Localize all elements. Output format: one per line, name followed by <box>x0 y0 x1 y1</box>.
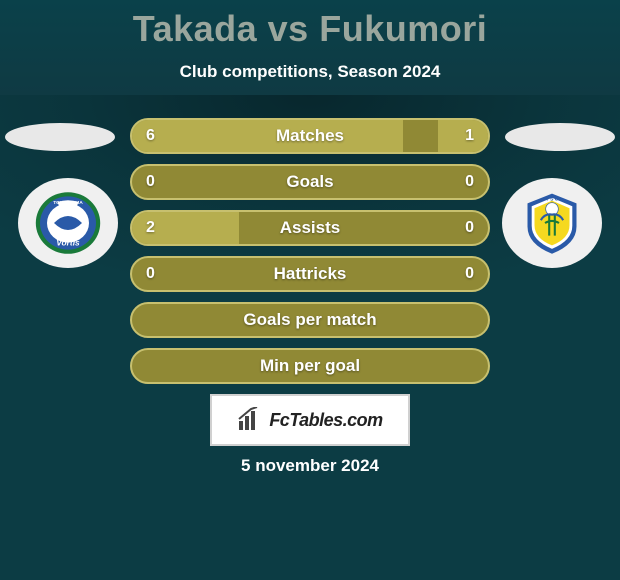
stat-label: Matches <box>132 120 488 152</box>
chart-icon <box>237 407 263 433</box>
fctables-logo: FcTables.com <box>210 394 410 446</box>
ellipse-shadow-right <box>505 123 615 151</box>
stat-label: Goals <box>132 166 488 198</box>
page-subtitle: Club competitions, Season 2024 <box>0 62 620 82</box>
footer-date: 5 november 2024 <box>0 456 620 476</box>
stat-row-min-per-goal: Min per goal <box>130 348 490 384</box>
team-crest-right: T S C <box>502 178 602 268</box>
stat-label: Assists <box>132 212 488 244</box>
stat-label: Goals per match <box>132 304 488 336</box>
stat-row-goals: 00Goals <box>130 164 490 200</box>
svg-text:Vortis: Vortis <box>56 237 80 247</box>
svg-text:T S C: T S C <box>546 197 559 203</box>
team-crest-left: TOKUSHIMA Vortis <box>18 178 118 268</box>
page-title: Takada vs Fukumori <box>0 0 620 50</box>
stat-row-matches: 61Matches <box>130 118 490 154</box>
ellipse-shadow-left <box>5 123 115 151</box>
svg-text:TOKUSHIMA: TOKUSHIMA <box>53 200 83 206</box>
stat-row-assists: 20Assists <box>130 210 490 246</box>
stat-row-hattricks: 00Hattricks <box>130 256 490 292</box>
stats-container: 61Matches 00Goals 20Assists 00Hattricks Goal… <box>130 118 490 394</box>
vortis-crest-icon: TOKUSHIMA Vortis <box>33 188 103 258</box>
logo-text: FcTables.com <box>269 410 382 431</box>
stat-row-goals-per-match: Goals per match <box>130 302 490 338</box>
tochigi-crest-icon: T S C <box>517 188 587 258</box>
stat-label: Hattricks <box>132 258 488 290</box>
stat-label: Min per goal <box>132 350 488 382</box>
content-root: Takada vs Fukumori Club competitions, Se… <box>0 0 620 580</box>
